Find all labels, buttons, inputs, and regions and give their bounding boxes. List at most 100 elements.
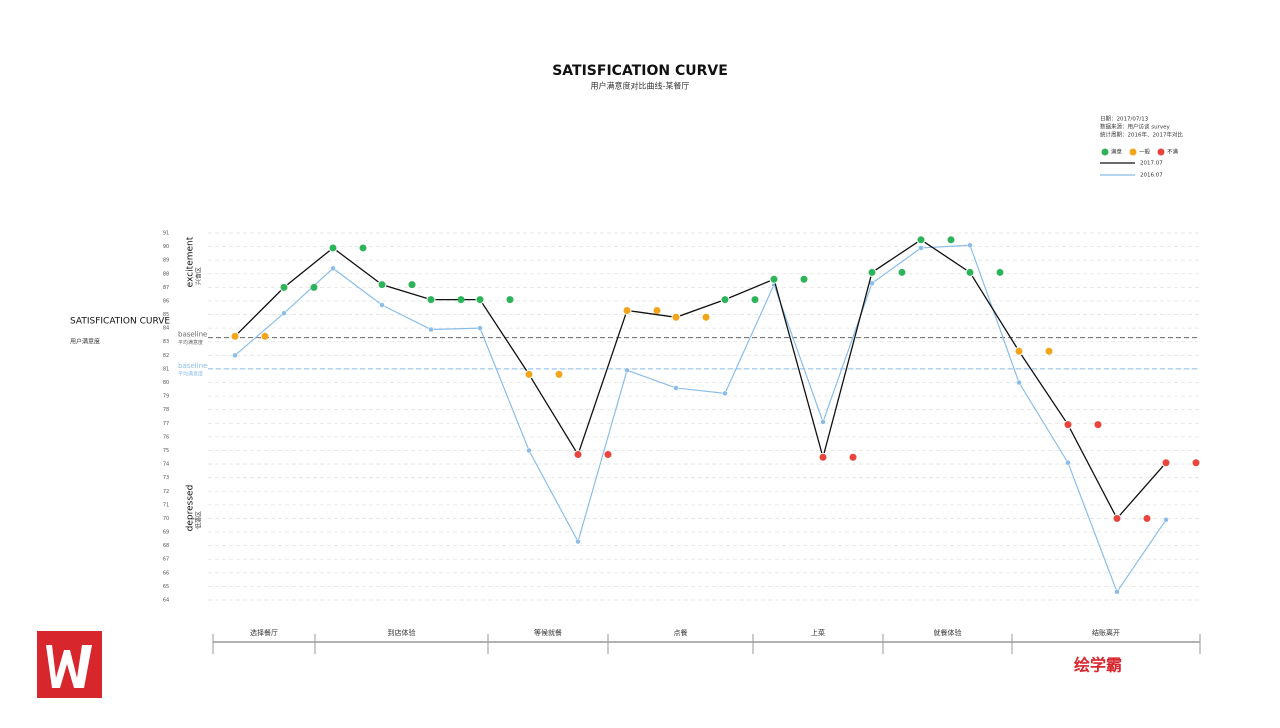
mood-legend-icon <box>1157 148 1165 156</box>
watermark: 绘学霸 <box>1074 656 1122 675</box>
data-point <box>918 245 924 251</box>
legend-label: 2016.07 <box>1140 173 1163 179</box>
data-point <box>575 538 581 545</box>
chart-subtitle: 用户满意度对比曲线-某餐厅 <box>591 81 690 91</box>
mood-icon <box>506 296 514 304</box>
data-point <box>330 265 336 272</box>
y-tick-label: 79 <box>163 394 169 400</box>
data-point <box>328 243 338 253</box>
data-point <box>1161 458 1171 468</box>
y-tick-label: 73 <box>163 475 169 481</box>
mood-legend-label: 一般 <box>1139 148 1151 156</box>
baseline-sub: 平均满意度 <box>178 370 203 377</box>
excitement-label: excitement <box>186 236 196 287</box>
side-title: SATISFICATION CURVE <box>70 317 170 327</box>
y-tick-label: 89 <box>163 258 169 264</box>
y-tick-label: 72 <box>163 489 169 495</box>
info-line: 数据来源：用户访谈 survey <box>1100 123 1171 131</box>
mood-icon <box>310 283 318 291</box>
data-point <box>232 352 238 359</box>
data-point <box>1016 379 1022 386</box>
mood-icon <box>359 244 367 252</box>
y-tick-label: 76 <box>163 434 169 440</box>
mood-icon <box>1045 347 1053 355</box>
data-point <box>622 305 632 315</box>
y-tick-label: 88 <box>163 271 169 277</box>
stage-label: 结账离开 <box>1092 628 1120 637</box>
data-point <box>230 331 240 341</box>
mood-icon <box>555 370 563 378</box>
data-point <box>1014 346 1024 356</box>
y-tick-label: 74 <box>163 462 169 468</box>
y-tick-label: 78 <box>163 407 169 413</box>
y-tick-label: 66 <box>163 570 169 576</box>
depressed-label: depressed <box>186 485 196 532</box>
mood-icon <box>457 296 465 304</box>
stage-label: 点餐 <box>674 628 688 637</box>
mood-legend-label: 不满 <box>1167 148 1179 156</box>
y-tick-label: 69 <box>163 530 169 536</box>
data-point <box>720 295 730 305</box>
data-point <box>1114 589 1120 595</box>
data-point <box>526 447 532 454</box>
y-tick-label: 70 <box>163 516 169 522</box>
y-tick-label: 82 <box>163 353 169 359</box>
side-subtitle: 用户满意度 <box>70 338 100 346</box>
mood-legend-label: 满意 <box>1111 148 1123 156</box>
data-point <box>377 280 387 290</box>
data-point <box>820 419 826 425</box>
data-point <box>1063 420 1073 430</box>
data-point <box>279 282 289 292</box>
y-tick-label: 87 <box>163 285 169 291</box>
data-point <box>967 242 973 248</box>
y-tick-label: 65 <box>163 584 169 590</box>
data-point <box>624 367 630 374</box>
y-tick-label: 90 <box>163 244 169 250</box>
y-tick-label: 81 <box>163 366 169 372</box>
y-tick-label: 85 <box>163 312 169 318</box>
stage-label: 到店体验 <box>388 628 416 637</box>
data-point <box>769 274 779 284</box>
mood-icon <box>1192 459 1200 467</box>
baseline-label: baseline <box>178 362 207 370</box>
mood-icon <box>996 268 1004 276</box>
data-point <box>524 369 534 379</box>
y-tick-label: 77 <box>163 421 169 427</box>
y-tick-label: 75 <box>163 448 169 454</box>
data-point <box>1163 517 1169 523</box>
data-point <box>671 312 681 322</box>
stage-label: 等候就餐 <box>534 628 562 637</box>
y-tick-label: 86 <box>163 298 169 304</box>
mood-icon <box>1094 421 1102 429</box>
stage-label: 就餐体验 <box>934 628 962 637</box>
logo <box>37 631 102 698</box>
chart-title: SATISFICATION CURVE <box>552 63 728 79</box>
series-line <box>234 244 1167 594</box>
mood-legend-icon <box>1101 148 1109 156</box>
excitement-sub: 兴奋区 <box>195 267 203 285</box>
data-point <box>281 310 287 316</box>
data-point <box>818 452 828 462</box>
mood-icon <box>947 236 955 244</box>
y-tick-label: 67 <box>163 557 169 563</box>
legend-label: 2017.07 <box>1140 161 1163 167</box>
y-tick-label: 80 <box>163 380 169 386</box>
data-point <box>722 390 728 397</box>
mood-icon <box>800 275 808 283</box>
data-point <box>965 267 975 277</box>
data-point <box>379 302 385 308</box>
mood-icon <box>1143 514 1151 522</box>
mood-icon <box>261 332 269 340</box>
baseline-label: baseline <box>178 331 207 339</box>
series-line <box>234 239 1167 520</box>
y-tick-label: 91 <box>163 231 169 237</box>
y-tick-label: 64 <box>163 598 169 604</box>
y-tick-label: 83 <box>163 339 169 345</box>
data-point <box>477 325 483 331</box>
stage-label: 上菜 <box>811 628 825 637</box>
mood-icon <box>898 268 906 276</box>
mood-icon <box>849 453 857 461</box>
mood-icon <box>408 281 416 289</box>
baseline-sub: 平均满意度 <box>178 339 203 346</box>
